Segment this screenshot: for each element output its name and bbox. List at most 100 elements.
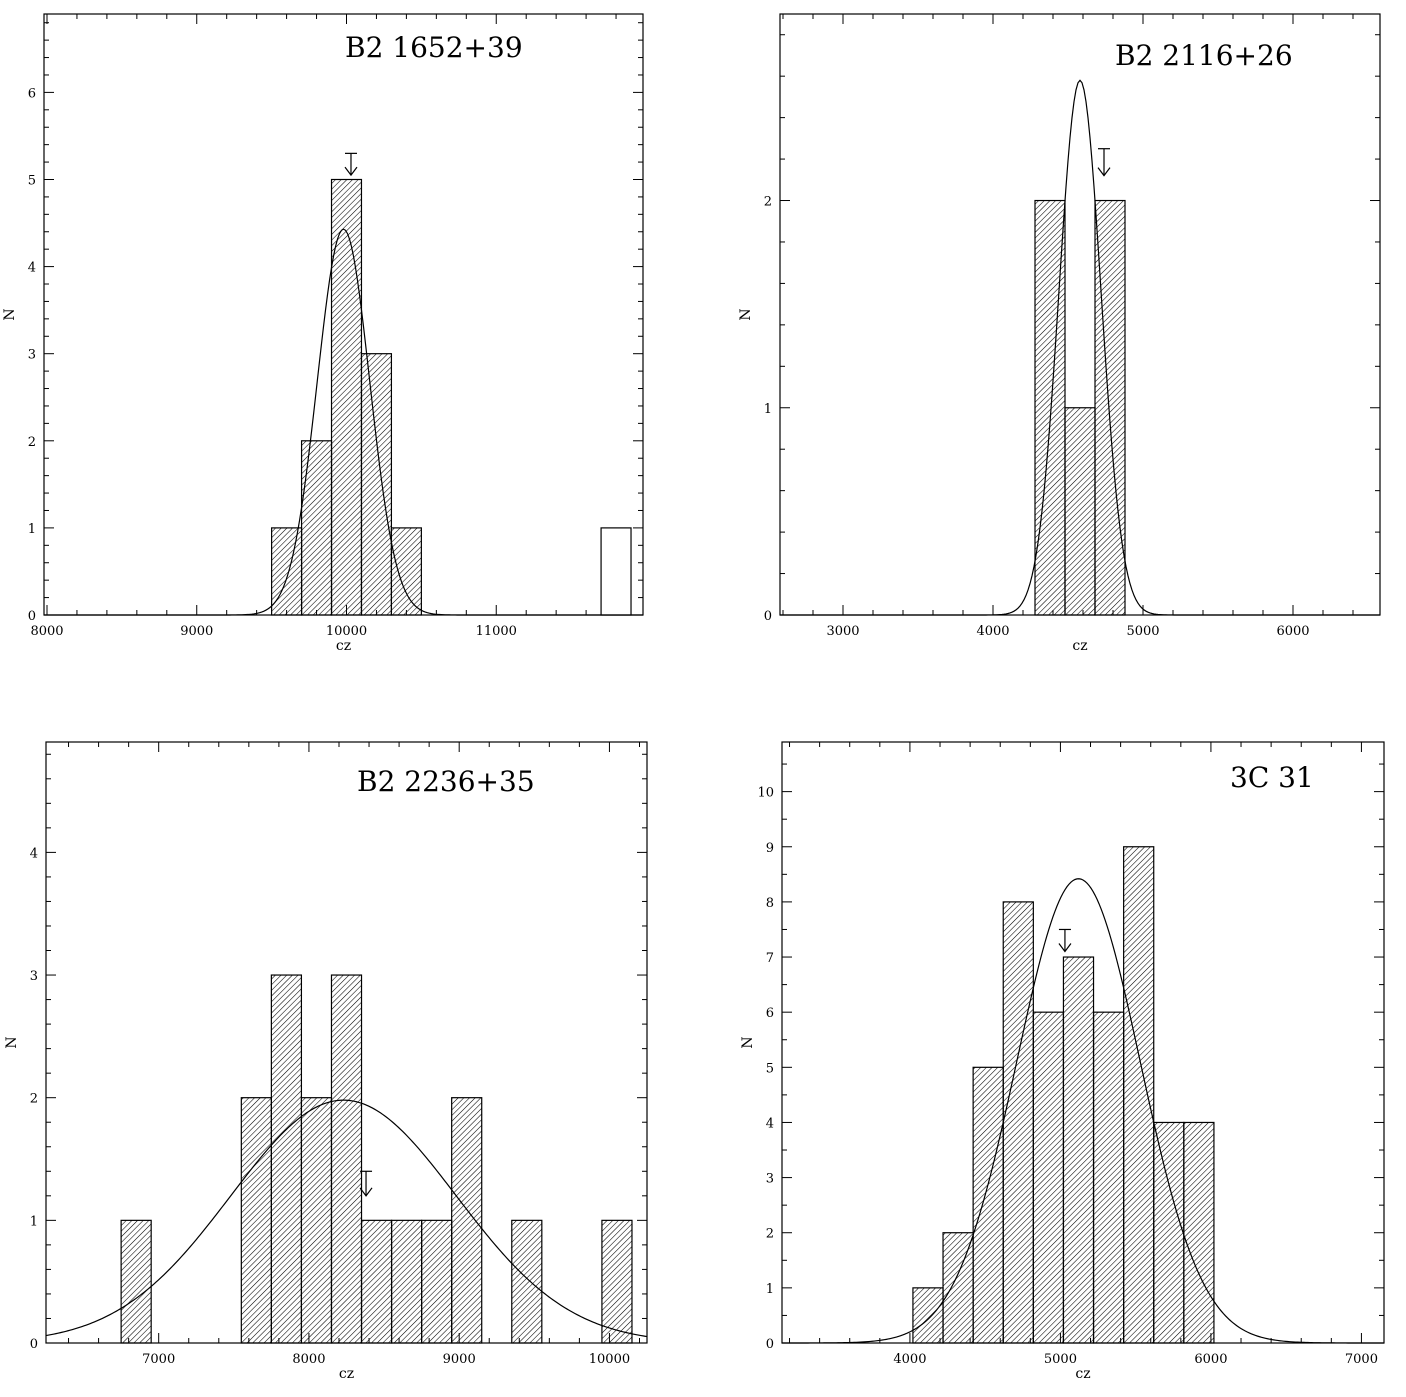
histogram-bar [912,1287,944,1344]
histogram-bar [330,178,363,616]
histogram-bar [271,527,303,616]
tick-marks [46,742,647,1344]
histogram-bar [1064,407,1096,616]
panel-title: B2 2116+26 [1115,39,1293,72]
y-tick-label: 1 [30,1214,38,1229]
histogram-bar [451,1097,483,1344]
histogram-bars [912,846,1215,1344]
histogram-bar [1153,1121,1185,1344]
histogram-bar [942,1232,974,1344]
x-tick-label: 4000 [976,624,1009,639]
histogram-bar [511,1219,543,1344]
x-tick-label: 8000 [292,1352,325,1367]
histogram-bar [360,1219,393,1344]
y-tick-label: 4 [28,261,36,276]
x-tick-label: 10000 [326,624,367,639]
tick-marks [44,14,643,616]
y-axis-label: N [738,308,754,320]
histogram-bar [1123,846,1155,1344]
y-tick-label: 1 [28,522,36,537]
x-tick-label: 9000 [180,624,213,639]
y-tick-label: 0 [766,1337,774,1352]
histogram-panel-b2-2116: B2 2116+26 cz N 3000 4000 5000 6000 0 1 2 [738,13,1381,654]
y-tick-label: 9 [766,841,774,856]
y-tick-label: 4 [30,846,38,861]
histogram-bar [120,1219,152,1344]
y-axis-label: N [2,308,18,320]
x-tick-label: 6000 [1194,1352,1227,1367]
y-tick-label: 4 [766,1116,774,1131]
x-tick-label: 6000 [1276,624,1309,639]
panel-title: 3C 31 [1230,761,1314,794]
arrow-head [1058,943,1072,953]
histogram-bars [1034,199,1126,616]
arrow-head [344,166,358,177]
x-tick-label: 3000 [826,624,859,639]
x-axis-label: cz [336,638,351,654]
histogram-bar [1002,901,1034,1344]
velocity-arrow-marker [359,1170,373,1197]
y-tick-label: 1 [766,1282,774,1297]
x-tick-label: 5000 [1044,1352,1077,1367]
y-tick-label: 0 [28,609,36,624]
x-axis-label: cz [339,1366,354,1382]
y-tick-label: 8 [766,896,774,911]
histogram-panel-b2-1652: B2 1652+39 cz N 8000 9000 10000 11000 0 1 2 3 4 5… [2,13,644,654]
x-tick-label: 10000 [589,1352,630,1367]
y-tick-label: 2 [766,1227,774,1242]
histogram-bar [240,1097,272,1344]
histogram-bar [1183,1121,1215,1344]
velocity-arrow-marker [1058,928,1072,953]
histogram-bar [600,527,632,616]
y-tick-label: 5 [766,1061,774,1076]
gaussian-fit-curve [44,228,643,616]
y-tick-label: 2 [30,1092,38,1107]
x-tick-label: 5000 [1126,624,1159,639]
x-tick-label: 8000 [30,624,63,639]
histogram-panel-3c-31: 3C 31 cz N 4000 5000 6000 7000 0 1 2 3 4 5 6 7 8 9 10 [740,741,1385,1382]
x-tick-label: 7000 [142,1352,175,1367]
y-tick-label: 7 [766,951,774,966]
histogram-bar [300,440,333,616]
y-tick-label: 6 [766,1006,774,1021]
histogram-bar [1032,1011,1065,1344]
y-tick-label: 6 [28,86,36,101]
y-tick-label: 2 [764,195,772,210]
histogram-bars [120,974,633,1344]
y-tick-label: 2 [28,435,36,450]
histogram-bar [1092,1011,1125,1344]
y-tick-label: 0 [30,1337,38,1352]
velocity-arrow-marker [1097,148,1111,177]
histogram-bar [390,1219,423,1344]
y-tick-label: 3 [766,1172,774,1187]
x-axis-label: cz [1075,1366,1090,1382]
y-tick-label: 5 [28,173,36,188]
gaussian-fit-curve [781,878,1384,1344]
y-axis-label: N [4,1036,20,1048]
histogram-bar [330,974,363,1344]
y-tick-label: 3 [30,969,38,984]
x-tick-label: 7000 [1345,1352,1378,1367]
histogram-bar [421,1219,453,1344]
panel-title: B2 2236+35 [357,765,535,798]
y-tick-label: 10 [757,786,774,801]
histogram-bar [972,1066,1004,1344]
x-axis-label: cz [1072,638,1087,654]
histogram-bar [270,974,303,1344]
arrow-head [1097,167,1111,177]
y-axis-label: N [740,1036,756,1048]
y-tick-label: 0 [764,609,772,624]
arrow-head [359,1187,373,1197]
histogram-bar [390,527,422,616]
panel-title: B2 1652+39 [345,31,523,64]
velocity-arrow-marker [344,152,358,177]
gaussian-fit-curve [45,1099,648,1338]
histogram-bars [271,178,632,616]
x-tick-label: 4000 [893,1352,926,1367]
histogram-panel-b2-2236: B2 2236+35 cz N 7000 8000 9000 10000 0 1 2 3 4 [4,741,648,1382]
y-tick-label: 1 [764,402,772,417]
gaussian-fit-curve [780,79,1380,616]
histogram-bar [300,1097,333,1344]
histogram-bar [601,1219,633,1344]
